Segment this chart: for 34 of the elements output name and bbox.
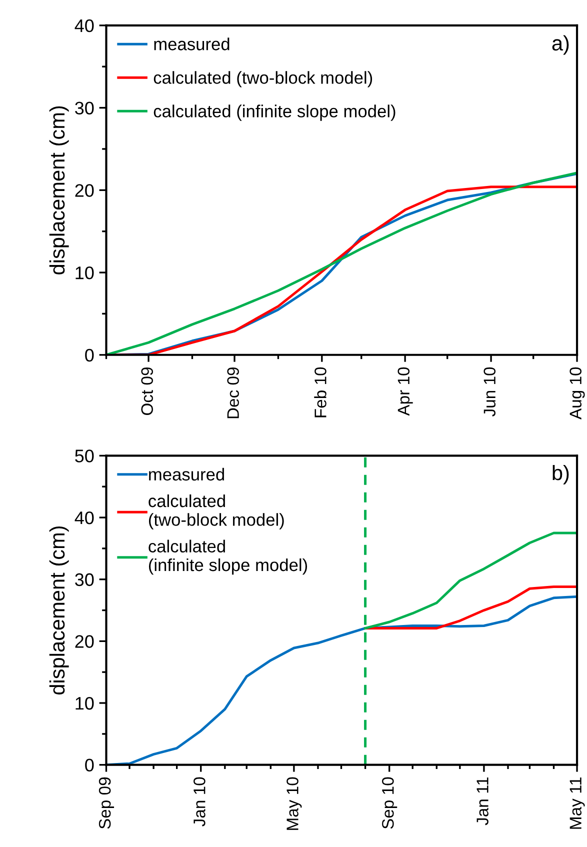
annotation: a) [552, 35, 569, 55]
annotation: b) [552, 464, 569, 484]
y-tick-label: 40 [74, 19, 94, 32]
legend-label: calculated (two-block model) [154, 71, 372, 88]
y-tick-label: 50 [75, 450, 94, 462]
x-tick-label: May 10 [286, 777, 302, 830]
x-tick-label: Aug 10 [570, 367, 585, 420]
legend-label: calculated (infinite slope model) [154, 104, 396, 121]
y-axis-title: displacement (cm) [49, 106, 69, 274]
y-tick-label: 10 [76, 266, 94, 280]
x-tick-label: May 11 [570, 777, 585, 829]
x-tick-label: Oct 09 [141, 367, 154, 416]
y-tick-label: 20 [75, 184, 94, 197]
x-tick-label: Apr 10 [398, 367, 413, 416]
y-tick-label: 30 [75, 573, 94, 586]
x-tick-label: Dec 09 [227, 367, 239, 418]
legend-label: measured [149, 468, 224, 481]
y-tick-label: 10 [76, 696, 94, 710]
x-tick-label: Sep 10 [382, 777, 398, 829]
y-tick-label: 20 [75, 635, 94, 648]
x-tick-label: Feb 10 [314, 367, 326, 418]
y-tick-label: 30 [75, 102, 94, 114]
x-tick-label: Sep 09 [98, 777, 114, 829]
x-tick-label: Jan 11 [476, 777, 488, 826]
legend-label: calculated (infinite slope model) [148, 540, 308, 575]
x-tick-label: Jan 10 [194, 777, 206, 826]
line-series [364, 586, 578, 630]
x-tick-label: Jun 10 [484, 367, 496, 416]
y-tick-label: 0 [85, 348, 94, 362]
y-tick-label: 0 [85, 758, 94, 772]
y-tick-label: 40 [74, 511, 94, 524]
y-axis-title: displacement (cm) [49, 526, 69, 694]
legend-label: calculated (two-block model) [148, 494, 284, 530]
legend-label: measured [154, 38, 230, 50]
